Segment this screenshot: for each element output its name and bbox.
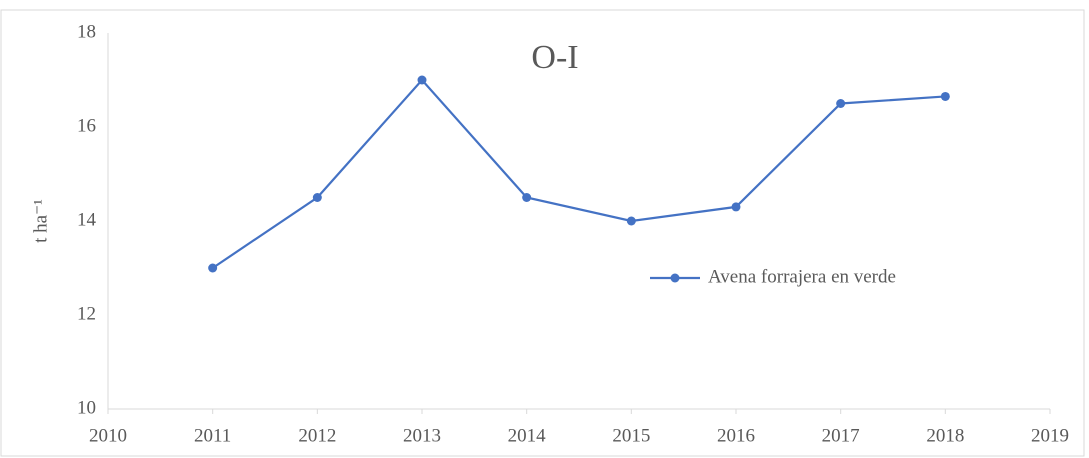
y-tick-label: 12 (77, 303, 96, 324)
x-tick-label: 2017 (822, 425, 860, 446)
chart-title: O-I (531, 39, 578, 76)
data-point (731, 202, 741, 212)
chart-border (0, 9, 1085, 457)
x-tick-label: 2018 (926, 425, 964, 446)
y-tick-label: 14 (77, 209, 97, 230)
data-point (940, 91, 950, 101)
legend-marker (670, 273, 680, 283)
data-point (417, 75, 427, 85)
y-tick-label: 18 (77, 21, 96, 42)
data-point (208, 263, 218, 273)
x-tick-label: 2013 (403, 425, 441, 446)
x-tick-label: 2014 (508, 425, 547, 446)
y-tick-label: 16 (77, 115, 96, 136)
x-tick-label: 2010 (89, 425, 127, 446)
x-tick-label: 2016 (717, 425, 755, 446)
y-tick-label: 10 (77, 397, 96, 418)
y-axis-label: t ha⁻¹ (30, 199, 51, 243)
x-tick-label: 2015 (612, 425, 650, 446)
series-line (212, 78, 946, 269)
x-tick-label: 2012 (298, 425, 336, 446)
data-point (522, 193, 532, 202)
x-tick-label: 2019 (1031, 425, 1069, 446)
x-tick-label: 2011 (194, 425, 231, 446)
legend-label: Avena forrajera en verde (708, 266, 896, 287)
data-point (626, 216, 636, 226)
data-point (836, 99, 846, 108)
data-point (312, 193, 322, 202)
